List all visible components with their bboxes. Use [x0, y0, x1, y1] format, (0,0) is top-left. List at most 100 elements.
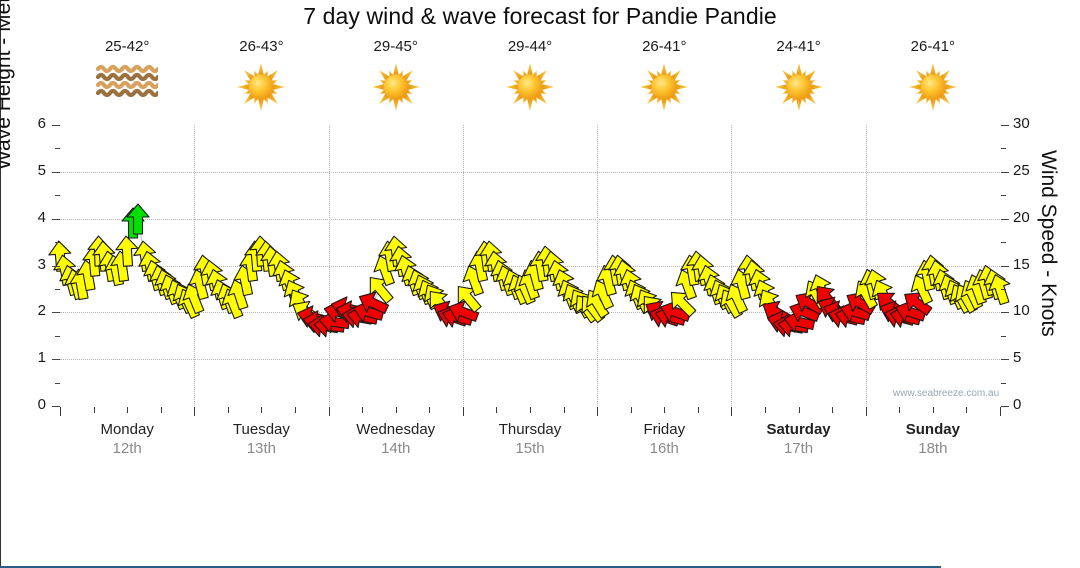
- x-tick-minor: [630, 407, 632, 413]
- x-axis-line: [0, 566, 941, 568]
- day-label-saturday: Saturday 17th: [732, 420, 866, 458]
- temperature-range: 26-41°: [642, 38, 687, 55]
- y-tick-label-right: 30: [1013, 115, 1030, 132]
- watermark: www.seabreeze.com.au: [893, 388, 1000, 399]
- x-tick-day: [597, 407, 599, 416]
- y-tick-left: [52, 265, 60, 267]
- y-tick-label-right: 5: [1013, 349, 1022, 367]
- haze-icon: [60, 64, 194, 116]
- x-tick-minor: [261, 407, 263, 413]
- gridline-horizontal: [60, 171, 1000, 173]
- y-tick-left: [52, 218, 60, 220]
- y-tick-label-right: 0: [1013, 396, 1022, 413]
- y-tick-right: [1001, 359, 1009, 361]
- gridline-day-separator: [328, 125, 330, 406]
- y-minor-tick-right: [1001, 288, 1006, 290]
- right-axis-label: Wind Speed - Knots: [1037, 150, 1060, 337]
- x-tick-day: [1000, 407, 1001, 416]
- day-header-tuesday: 26-43°: [194, 38, 328, 113]
- x-tick-day: [60, 407, 61, 416]
- day-label-thursday: Thursday 15th: [463, 420, 597, 458]
- y-minor-tick-left: [55, 195, 60, 197]
- x-tick-day: [865, 407, 867, 416]
- x-tick-minor: [765, 407, 766, 413]
- x-tick-minor: [160, 407, 162, 413]
- gridline-horizontal: [60, 218, 1000, 220]
- x-tick-minor: [932, 407, 934, 413]
- x-tick-minor: [429, 407, 431, 413]
- x-tick-minor: [798, 407, 800, 413]
- x-tick-minor: [295, 407, 296, 413]
- y-minor-tick-right: [1001, 148, 1006, 150]
- left-axis-line: [0, 0, 1, 283]
- x-tick-minor: [530, 407, 531, 413]
- y-tick-label-right: 20: [1013, 208, 1030, 226]
- y-tick-label-left: 3: [37, 255, 46, 273]
- y-tick-label-left: 4: [37, 208, 46, 226]
- day-header-saturday: 24-41°: [732, 38, 866, 113]
- day-header-wednesday: 29-45°: [329, 38, 463, 113]
- day-header-sunday: 26-41°: [866, 38, 1000, 113]
- temperature-range: 25-42°: [104, 38, 150, 55]
- y-tick-label-right: 10: [1013, 302, 1030, 320]
- day-name: Friday: [643, 421, 686, 438]
- x-tick-minor: [362, 407, 364, 413]
- temperature-range: 26-41°: [910, 38, 956, 55]
- y-tick-label-left: 5: [37, 161, 46, 179]
- temperature-range: 29-45°: [373, 38, 418, 55]
- day-date: 12th: [112, 440, 142, 457]
- day-label-monday: Monday 12th: [60, 420, 194, 458]
- x-tick-day: [194, 407, 196, 416]
- gridline-day-separator: [865, 125, 867, 406]
- x-tick-minor: [697, 407, 699, 413]
- day-name: Saturday: [766, 421, 831, 438]
- x-tick-minor: [127, 407, 129, 413]
- y-tick-right: [1001, 265, 1009, 267]
- sun-icon: [866, 61, 1000, 113]
- sun-icon: [463, 61, 597, 113]
- y-tick-left: [52, 125, 60, 126]
- x-tick-minor: [832, 407, 834, 413]
- sun-icon: [194, 61, 328, 113]
- right-axis-line: [0, 283, 1, 566]
- y-tick-left: [52, 171, 60, 173]
- page-title: 7 day wind & wave forecast for Pandie Pa…: [303, 3, 777, 29]
- y-minor-tick-left: [55, 335, 60, 337]
- y-tick-label-left: 2: [37, 302, 46, 320]
- gridline-horizontal: [60, 359, 1000, 361]
- y-tick-left: [52, 406, 60, 407]
- y-minor-tick-right: [1001, 335, 1006, 337]
- y-tick-right: [1001, 125, 1009, 126]
- day-name: Wednesday: [356, 421, 436, 438]
- day-header-monday: 25-42°: [60, 38, 194, 116]
- wind-arrow-layer: [48, 125, 1011, 406]
- day-name: Sunday: [905, 421, 960, 438]
- y-minor-tick-left: [55, 288, 60, 290]
- temperature-range: 26-43°: [239, 38, 284, 55]
- day-label-tuesday: Tuesday 13th: [194, 420, 328, 458]
- x-tick-day: [328, 407, 330, 416]
- day-date: 13th: [246, 440, 277, 457]
- y-minor-tick-right: [1001, 242, 1006, 244]
- day-name: Monday: [100, 421, 154, 438]
- x-tick-day: [462, 407, 464, 416]
- y-tick-label-left: 1: [37, 349, 46, 367]
- y-tick-label-right: 15: [1013, 255, 1030, 273]
- sun-icon: [329, 61, 463, 113]
- y-tick-left: [52, 359, 60, 361]
- day-label-friday: Friday 16th: [597, 420, 731, 458]
- gridline-day-separator: [597, 125, 599, 406]
- y-tick-right: [1001, 171, 1009, 173]
- gridline-horizontal: [60, 312, 1000, 314]
- y-tick-right: [1001, 312, 1009, 314]
- day-label-sunday: Sunday 18th: [866, 420, 1000, 458]
- day-label-wednesday: Wednesday 14th: [329, 420, 463, 458]
- gridline-day-separator: [194, 125, 196, 406]
- y-tick-label-right: 25: [1013, 161, 1030, 179]
- day-header-friday: 26-41°: [597, 38, 731, 113]
- temperature-range: 24-41°: [776, 38, 821, 55]
- day-date: 18th: [918, 440, 948, 457]
- day-date: 17th: [783, 440, 814, 457]
- temperature-range: 29-44°: [507, 38, 553, 55]
- x-tick-minor: [899, 407, 901, 413]
